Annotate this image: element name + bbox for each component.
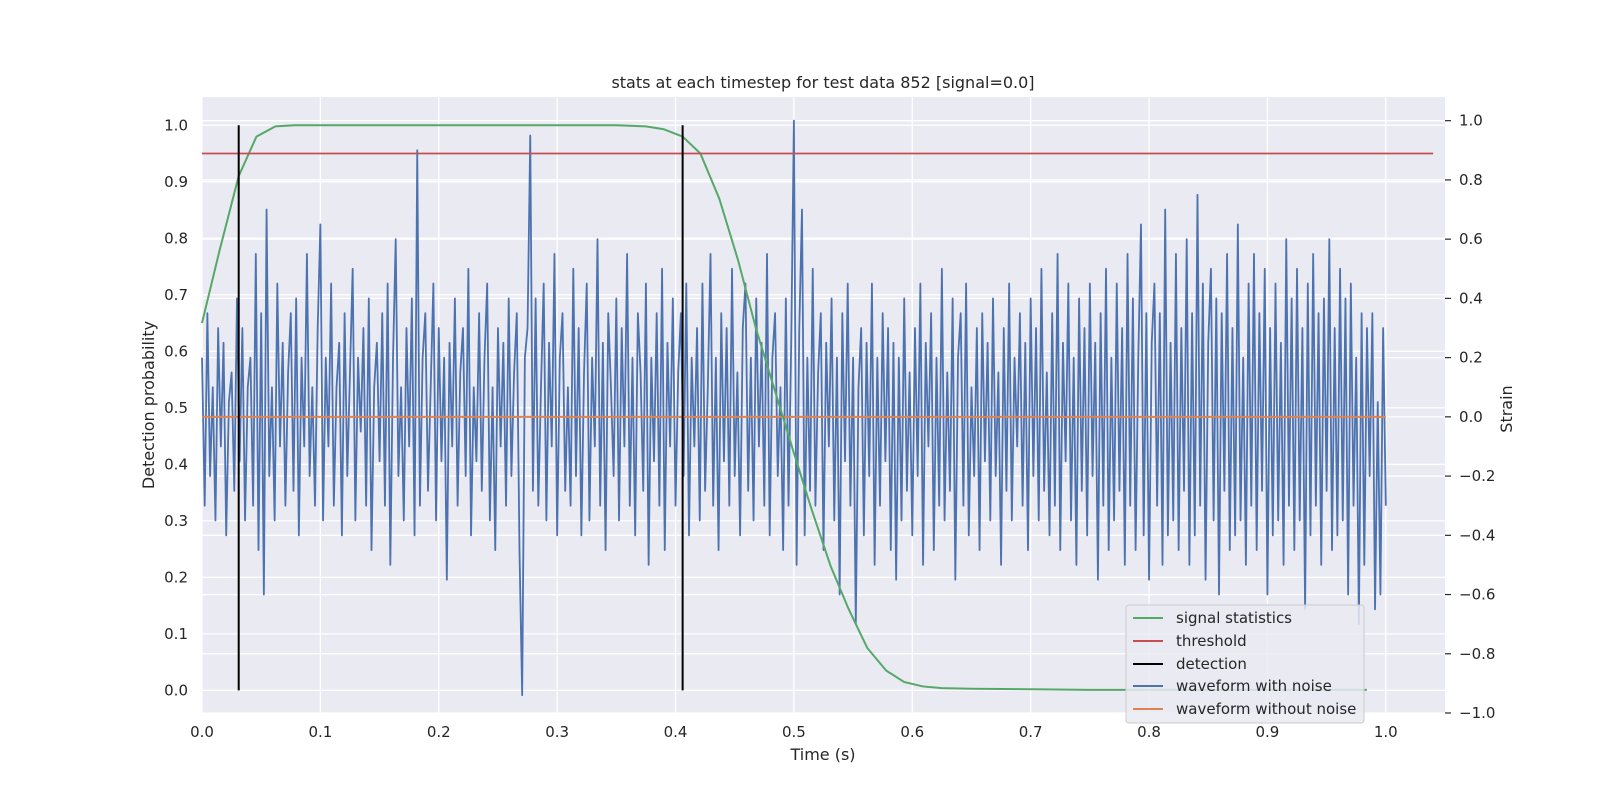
- right-tick-label: −1.0: [1459, 704, 1495, 722]
- left-tick-label: 0.4: [164, 455, 188, 473]
- right-tick-label: 0.6: [1459, 230, 1483, 248]
- legend-label-waveform-with-noise: waveform with noise: [1176, 677, 1332, 695]
- legend-label-detection: detection: [1176, 655, 1247, 673]
- left-tick-label: 0.3: [164, 512, 188, 530]
- waveform-with-noise-line: [201, 119, 1387, 697]
- x-tick-label: 0.0: [190, 723, 214, 741]
- x-tick-label: 0.8: [1137, 723, 1161, 741]
- x-tick-label: 0.9: [1255, 723, 1279, 741]
- x-tick-label: 0.4: [664, 723, 688, 741]
- left-tick-label: 0.1: [164, 625, 188, 643]
- x-tick-label: 0.1: [308, 723, 332, 741]
- series-lines: [201, 119, 1434, 697]
- x-tick-label: 0.6: [900, 723, 924, 741]
- left-tick-label: 0.9: [164, 173, 188, 191]
- x-tick-label: 0.2: [427, 723, 451, 741]
- right-tick-label: −0.8: [1459, 645, 1495, 663]
- left-tick-label: 0.6: [164, 342, 188, 360]
- legend-label-waveform-without-noise: waveform without noise: [1176, 700, 1356, 718]
- left-tick-label: 0.7: [164, 286, 188, 304]
- left-tick-label: 0.0: [164, 681, 188, 699]
- right-tick-label: 1.0: [1459, 112, 1483, 130]
- right-tick-label: 0.2: [1459, 349, 1483, 367]
- right-tick-label: −0.6: [1459, 586, 1495, 604]
- chart-title: stats at each timestep for test data 852…: [611, 73, 1034, 92]
- right-tick-label: 0.0: [1459, 408, 1483, 426]
- right-axis-label: Strain: [1497, 385, 1516, 432]
- legend-box: [1125, 604, 1365, 724]
- x-axis-ticks: 0.0 0.1 0.2 0.3 0.4 0.5 0.6 0.7 0.8 0.9 1.0: [190, 723, 1398, 741]
- right-tick-label: 0.8: [1459, 171, 1483, 189]
- left-axis-ticks: 0.0 0.1 0.2 0.3 0.4 0.5 0.6 0.7 0.8 0.9 1.0: [164, 116, 188, 699]
- left-tick-label: 0.5: [164, 399, 188, 417]
- x-tick-label: 1.0: [1374, 723, 1398, 741]
- legend-label-signal-statistics: signal statistics: [1176, 609, 1292, 627]
- legend: signal statistics threshold detection wa…: [1125, 604, 1365, 724]
- right-tick-label: 0.4: [1459, 289, 1483, 307]
- right-axis-ticks: −1.0 −0.8 −0.6 −0.4 −0.2 0.0 0.2 0.4 0.6 0.8 1.0: [1445, 112, 1495, 722]
- legend-label-threshold: threshold: [1176, 632, 1247, 650]
- left-tick-label: 0.2: [164, 568, 188, 586]
- x-tick-label: 0.5: [782, 723, 806, 741]
- signal-statistics-line: [201, 124, 1367, 691]
- left-tick-label: 0.8: [164, 229, 188, 247]
- right-tick-label: −0.4: [1459, 526, 1495, 544]
- right-tick-label: −0.2: [1459, 467, 1495, 485]
- left-tick-label: 1.0: [164, 116, 188, 134]
- left-axis-label: Detection probability: [139, 321, 158, 489]
- x-tick-label: 0.3: [545, 723, 569, 741]
- x-tick-label: 0.7: [1019, 723, 1043, 741]
- x-axis-label: Time (s): [789, 745, 855, 764]
